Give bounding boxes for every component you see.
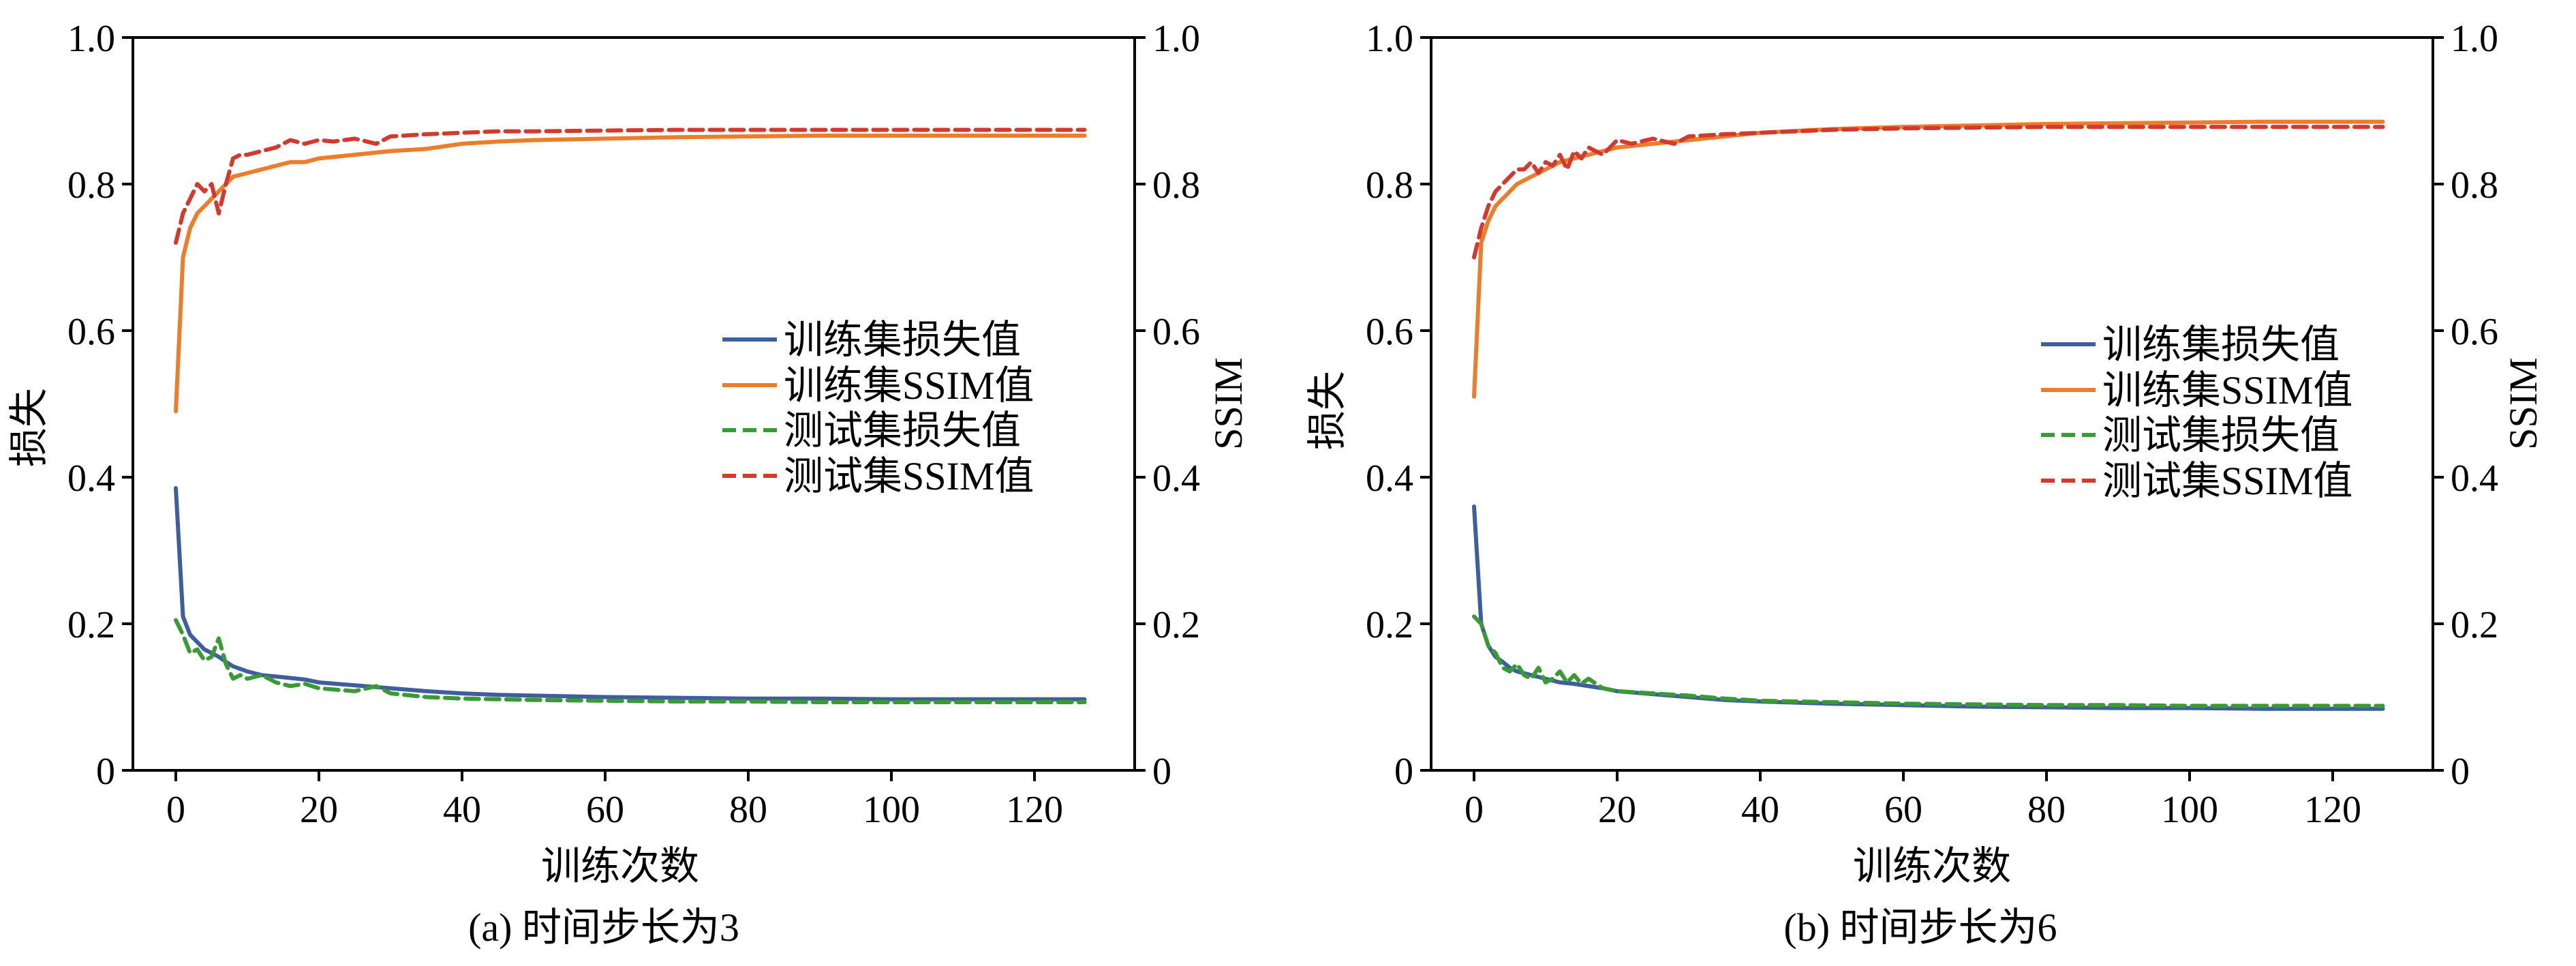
panel-b-x-ticks: 0 20 40 60 80 100 120 [1465, 770, 2361, 831]
panel-a-legend-label-test-loss: 测试集损失值 [784, 408, 1021, 453]
panel-b-y-ticks: 0 0.2 0.4 0.6 0.8 1.0 [1366, 18, 1431, 793]
panel-a-y-tick-label: 0.8 [67, 164, 115, 207]
panel-a-series [174, 127, 1087, 704]
panel-b-y2-axis-label: SSIM [2501, 357, 2545, 449]
panel-a: 0 20 40 60 80 100 120 0 0.2 0.4 0.6 0.8 1.0 0 0.2 0.4… [7, 18, 1251, 950]
panel-a-y2-axis-label: SSIM [1206, 357, 1251, 449]
panel-b-series-test-ssim [1472, 125, 2385, 260]
panel-b-series-train-loss [1472, 504, 2385, 711]
panel-a-y2-tick-label: 0.2 [1152, 604, 1200, 646]
panel-a-y-tick-label: 0 [96, 751, 115, 793]
panel-b-y2-tick-label: 0.6 [2451, 311, 2498, 353]
panel-a-y2-tick-label: 0 [1152, 751, 1171, 793]
panel-b-legend-label-train-ssim: 训练集SSIM值 [2102, 368, 2352, 412]
panel-a-y-tick-label: 0.2 [67, 604, 115, 646]
panel-a-y2-tick-label: 0.8 [1152, 164, 1200, 207]
panel-b-legend: 训练集损失值 训练集SSIM值 测试集损失值 测试集SSIM值 [2041, 322, 2352, 503]
panel-b-x-tick-label: 60 [1884, 789, 1922, 831]
panel-b-legend-label-train-loss: 训练集损失值 [2102, 322, 2340, 367]
panel-a-x-tick-label: 40 [443, 789, 481, 831]
panel-b-y2-tick-label: 0 [2451, 751, 2470, 793]
panel-a-legend: 训练集损失值 训练集SSIM值 测试集损失值 测试集SSIM值 [722, 318, 1034, 498]
panel-a-y2-tick-label: 0.4 [1152, 457, 1200, 500]
panel-b-y2-tick-label: 0.4 [2451, 457, 2498, 500]
panel-b-plot-frame [1430, 36, 2434, 772]
panel-a-x-tick-label: 100 [863, 789, 920, 831]
panel-a-series-train-ssim [174, 134, 1087, 414]
panel-b-y-tick-label: 0.8 [1366, 164, 1413, 207]
panel-b-y2-ticks: 0 0.2 0.4 0.6 0.8 1.0 [2433, 18, 2498, 793]
panel-a-x-tick-label: 80 [729, 789, 767, 831]
panel-b-y2-tick-label: 0.2 [2451, 604, 2498, 646]
panel-a-plot-frame [132, 36, 1136, 772]
panel-b-y-tick-label: 0.2 [1366, 604, 1413, 646]
panel-b-y-tick-label: 0 [1394, 751, 1413, 793]
panel-a-x-tick-label: 0 [166, 789, 185, 831]
panel-a-y2-tick-label: 0.6 [1152, 311, 1200, 353]
panel-b-y2-tick-label: 1.0 [2451, 18, 2498, 60]
panel-b: 0 20 40 60 80 100 120 0 0.2 0.4 0.6 0.8 1.0 0 0.2 0.4… [1305, 18, 2545, 950]
panel-b-series-test-loss [1472, 614, 2385, 708]
panel-a-series-test-ssim [174, 127, 1087, 245]
panel-a-legend-label-train-ssim: 训练集SSIM值 [784, 363, 1034, 408]
panel-a-series-test-loss [174, 618, 1087, 704]
panel-b-y-axis-label: 损失 [1305, 371, 1349, 450]
panel-a-y-tick-label: 1.0 [67, 18, 115, 60]
panel-b-x-tick-label: 20 [1598, 789, 1636, 831]
panel-a-x-tick-label: 60 [586, 789, 624, 831]
panel-a-y2-tick-label: 1.0 [1152, 18, 1200, 60]
panel-a-legend-label-test-ssim: 测试集SSIM值 [784, 454, 1034, 498]
panel-b-y-tick-label: 0.4 [1366, 457, 1413, 500]
panel-a-x-axis-label: 训练次数 [541, 844, 699, 888]
panel-a-y2-ticks: 0 0.2 0.4 0.6 0.8 1.0 [1135, 18, 1200, 793]
panel-b-legend-label-test-ssim: 测试集SSIM值 [2102, 459, 2352, 503]
panel-b-legend-label-test-loss: 测试集损失值 [2102, 413, 2340, 457]
panel-a-x-tick-label: 20 [300, 789, 338, 831]
panel-a-caption: (a) 时间步长为3 [468, 905, 739, 950]
panel-b-y-tick-label: 0.6 [1366, 311, 1413, 353]
panel-b-x-tick-label: 100 [2161, 789, 2218, 831]
panel-a-y-tick-label: 0.4 [67, 457, 115, 500]
panel-a-series-train-loss [174, 486, 1087, 701]
panel-b-x-axis-label: 训练次数 [1853, 844, 2011, 888]
panel-a-x-ticks: 0 20 40 60 80 100 120 [166, 770, 1063, 831]
panel-b-y2-tick-label: 0.8 [2451, 164, 2498, 207]
panel-a-y-ticks: 0 0.2 0.4 0.6 0.8 1.0 [67, 18, 133, 793]
panel-b-x-tick-label: 40 [1741, 789, 1779, 831]
panel-a-y-tick-label: 0.6 [67, 311, 115, 353]
panel-b-series-train-ssim [1472, 119, 2385, 399]
panel-b-caption: (b) 时间步长为6 [1783, 905, 2057, 950]
panel-a-legend-label-train-loss: 训练集损失值 [784, 318, 1021, 362]
panel-a-y-axis-label: 损失 [7, 388, 51, 467]
panel-b-x-tick-label: 120 [2304, 789, 2361, 831]
panel-b-series [1472, 119, 2385, 711]
panel-b-x-tick-label: 0 [1465, 789, 1484, 831]
panel-b-x-tick-label: 80 [2027, 789, 2066, 831]
panel-a-x-tick-label: 120 [1006, 789, 1063, 831]
panel-b-y-tick-label: 1.0 [1366, 18, 1413, 60]
